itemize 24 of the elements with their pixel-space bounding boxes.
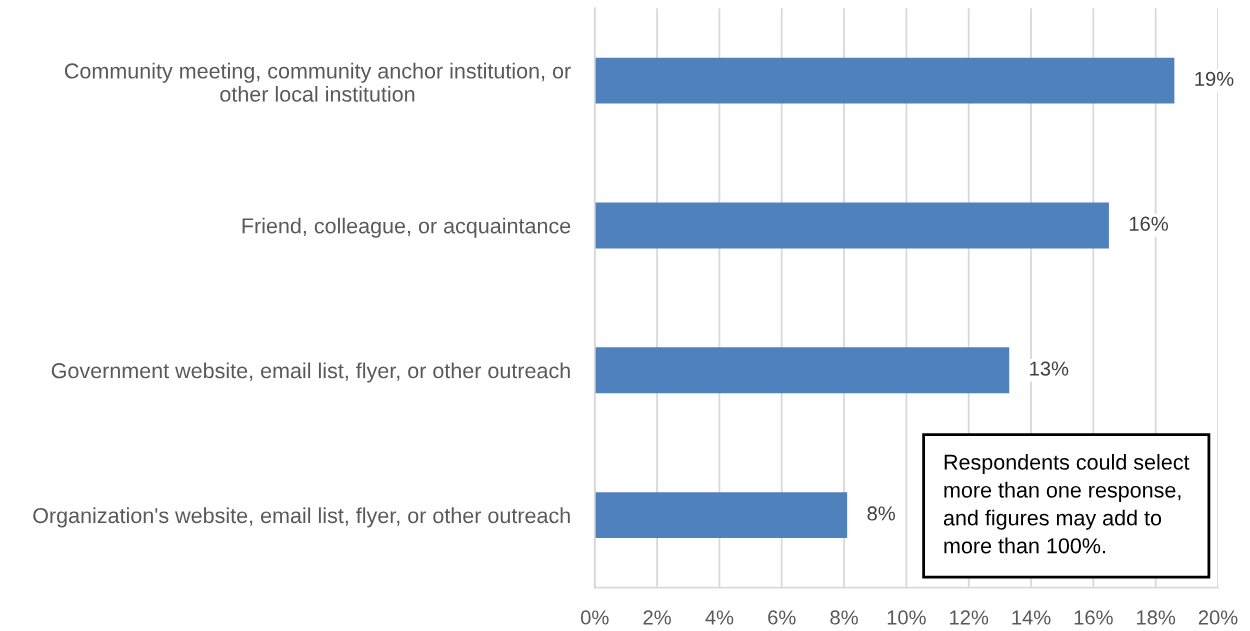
x-tick-label: 4% <box>705 610 734 625</box>
x-tick-label: 0% <box>580 610 609 625</box>
data-label: 8% <box>867 506 895 521</box>
x-tick-label: 12% <box>950 610 989 625</box>
bar <box>594 202 1109 249</box>
x-tick-label: 8% <box>830 610 858 625</box>
x-tick-label: 14% <box>1012 610 1051 625</box>
data-label: 16% <box>1129 216 1168 231</box>
x-tick-label: 2% <box>643 610 671 625</box>
bar <box>594 57 1175 104</box>
bar <box>594 347 1010 394</box>
y-tick-label: Community meeting, community anchor institution, or other local institution <box>64 62 571 102</box>
y-tick-label: Government website, email list, flyer, or other outreach <box>51 362 570 383</box>
data-label: 13% <box>1030 361 1069 376</box>
annotation: Respondents could select more than one response, and figures may add to more than 100%. <box>943 454 1190 554</box>
x-tick-label: 6% <box>768 610 796 625</box>
x-tick-label: 18% <box>1137 610 1176 625</box>
x-tick-label: 10% <box>887 610 926 625</box>
x-tick-label: 16% <box>1074 610 1113 625</box>
x-tick-label: 20% <box>1198 610 1238 625</box>
data-label: 19% <box>1195 71 1234 87</box>
y-tick-label: Friend, colleague, or acquaintance <box>242 217 571 238</box>
bar <box>594 492 848 539</box>
y-tick-label: Organization's website, email list, flyer, or other outreach <box>33 507 570 528</box>
